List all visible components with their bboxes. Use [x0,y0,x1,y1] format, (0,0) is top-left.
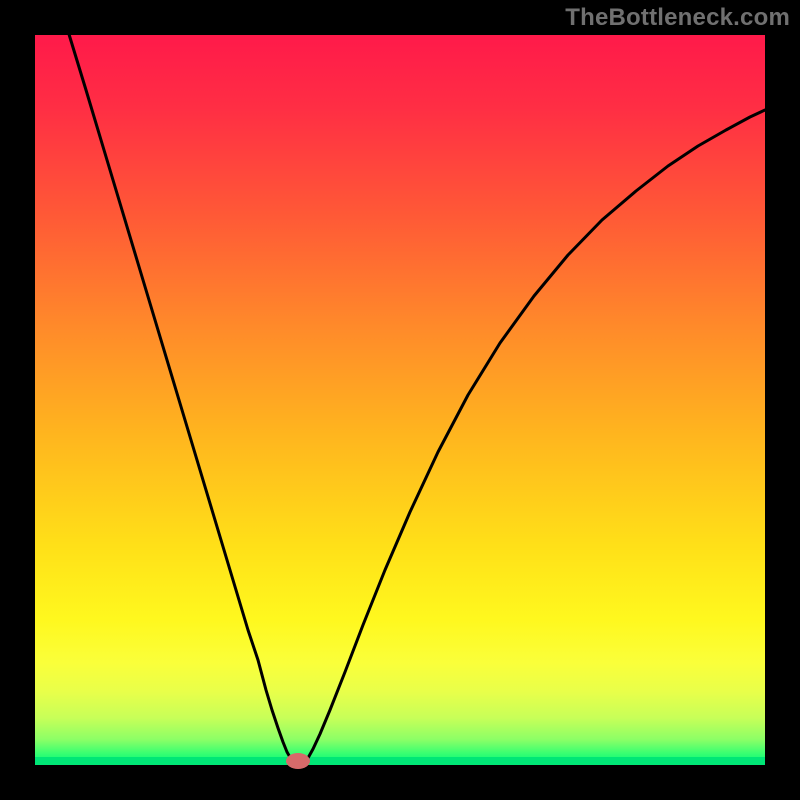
minimum-marker [286,753,310,769]
chart-stage: { "watermark": { "text": "TheBottleneck.… [0,0,800,800]
watermark-text: TheBottleneck.com [565,4,790,32]
bottleneck-curve [0,0,800,800]
